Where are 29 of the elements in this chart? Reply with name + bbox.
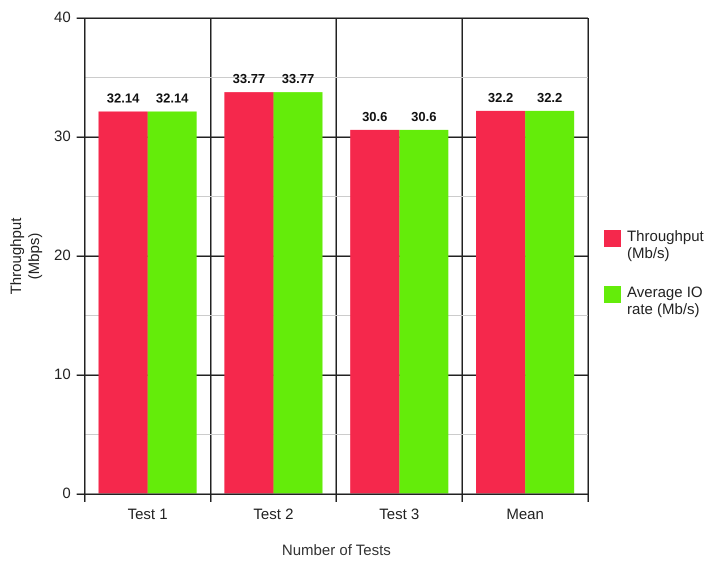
bar — [350, 130, 400, 494]
x-tick-label: Test 3 — [379, 506, 420, 524]
bar — [224, 92, 274, 494]
bar — [399, 130, 448, 494]
bar — [476, 110, 526, 494]
x-tick-label: Test 1 — [128, 506, 168, 524]
data-label: 32.2 — [536, 90, 562, 105]
x-tick-label: Mean — [506, 506, 544, 524]
data-label: 30.6 — [362, 108, 388, 124]
legend-label: Throughput (Mb/s) — [627, 228, 705, 262]
y-axis-title: Throughput (Mbps) — [8, 216, 44, 294]
data-label: 32.14 — [156, 90, 190, 106]
bar — [148, 112, 197, 494]
data-label: 33.77 — [282, 71, 314, 86]
data-label: 30.6 — [411, 108, 436, 124]
y-tick-label: 40 — [54, 9, 71, 26]
bar — [98, 112, 148, 494]
y-tick-label: 20 — [54, 247, 71, 264]
y-tick-label: 30 — [54, 128, 71, 146]
y-tick-label: 10 — [54, 366, 71, 384]
bar — [525, 110, 574, 494]
legend-label: Average IO rate (Mb/s) — [627, 284, 704, 318]
data-label: 32.2 — [488, 90, 514, 105]
data-label: 32.14 — [106, 90, 140, 106]
data-label: 33.77 — [232, 71, 266, 86]
y-tick-label: 0 — [62, 485, 71, 502]
bar — [273, 92, 322, 494]
x-tick-label: Test 2 — [253, 506, 294, 524]
x-axis-title: Number of Tests — [282, 542, 391, 560]
